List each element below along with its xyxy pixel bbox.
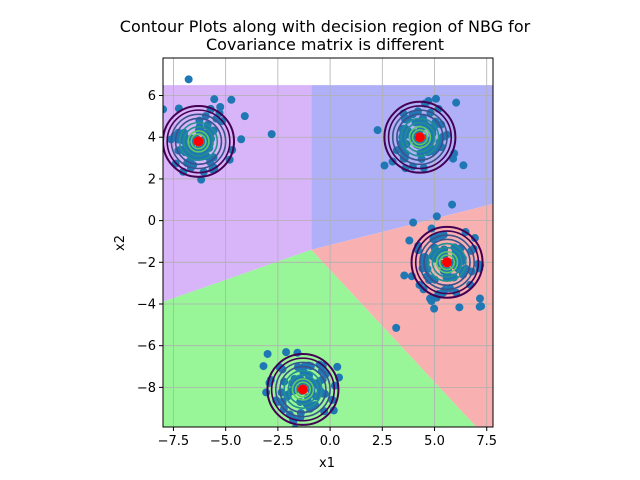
contour-line [287, 374, 319, 405]
x-tick-label: 0.0 [320, 434, 341, 449]
data-point [216, 102, 225, 111]
data-point [267, 130, 276, 139]
y-tick-label: 4 [148, 131, 156, 146]
data-point [431, 94, 440, 103]
data-point [445, 284, 454, 293]
plot-area: −7.5 −5.0 −2.5 0.0 2.5 5.0 7.5 −8 −6 −4 −2 0 2 4 6 [137, 57, 497, 449]
data-point [400, 271, 409, 280]
contour-line [423, 238, 471, 287]
data-point [432, 212, 441, 221]
contour-line [400, 117, 440, 157]
contour-line [270, 357, 336, 422]
class-mean-marker [414, 132, 425, 143]
data-point [470, 234, 479, 243]
contour-line [419, 234, 476, 291]
contour-line [427, 242, 467, 282]
contour-line [383, 100, 457, 174]
data-point [405, 236, 414, 245]
data-point [452, 98, 461, 107]
contour-line [408, 125, 432, 149]
class-mean-marker [193, 136, 204, 147]
data-point [459, 161, 468, 170]
x-tick-label: −7.5 [158, 434, 190, 449]
data-point [388, 157, 397, 166]
data-point [427, 297, 436, 306]
data-point [163, 105, 168, 114]
contour-line [411, 129, 429, 146]
y-tick-label: 0 [148, 214, 156, 229]
contour-line [391, 109, 448, 166]
contour-line [410, 225, 484, 299]
class-mean-marker [297, 384, 308, 395]
contour-line [435, 251, 459, 274]
plot-content [163, 58, 493, 427]
x-tick-label: 7.5 [476, 434, 497, 449]
contour-line [266, 353, 340, 426]
data-point [409, 218, 418, 227]
data-point [455, 303, 464, 312]
contour-line [396, 113, 444, 161]
contour-line [190, 133, 207, 150]
x-tick-label: 2.5 [372, 434, 393, 449]
data-point [380, 161, 389, 170]
data-point [448, 200, 457, 209]
contour-line [431, 246, 463, 278]
data-point [392, 323, 401, 332]
contour-line [294, 381, 312, 398]
y-tick-label: −6 [137, 339, 156, 354]
contour-line [404, 121, 436, 153]
data-point [282, 348, 291, 357]
y-axis-label: x2 [113, 235, 128, 251]
chart-title-line2: Covariance matrix is different [206, 35, 444, 54]
x-tick-label: −5.0 [210, 434, 242, 449]
x-tick-label: 5.0 [424, 434, 445, 449]
data-point [263, 349, 272, 358]
chart-title-line1: Contour Plots along with decision region… [120, 17, 531, 36]
contour-line [291, 378, 315, 401]
region-class-4 [163, 249, 477, 427]
contour-line [274, 361, 331, 418]
y-tick-label: 6 [148, 89, 156, 104]
y-tick-label: −8 [137, 381, 156, 396]
data-point [262, 388, 271, 397]
class-mean-marker [442, 257, 453, 268]
contour-line [283, 369, 323, 410]
y-tick-label: −4 [137, 298, 156, 313]
contour-line [183, 125, 214, 157]
contour-line [414, 230, 480, 295]
data-point [373, 126, 382, 135]
contour-line [170, 113, 227, 170]
data-point [210, 95, 219, 104]
contour-line [163, 104, 236, 178]
y-tick-label: 2 [148, 172, 156, 187]
axes-frame [162, 57, 494, 428]
data-point [291, 424, 299, 427]
x-axis-label: x1 [319, 456, 335, 471]
contour-line [174, 117, 223, 166]
data-point [259, 362, 268, 371]
y-tick-label: −2 [137, 256, 156, 271]
data-point [475, 294, 484, 303]
data-point [316, 387, 325, 396]
data-point [333, 362, 342, 371]
x-tick-label: −2.5 [262, 434, 294, 449]
contour-line [279, 365, 327, 414]
data-point [237, 135, 246, 144]
data-point [184, 75, 193, 84]
contour-line [438, 254, 456, 271]
contour-line [387, 105, 453, 170]
data-point [329, 406, 338, 415]
data-point [240, 112, 249, 121]
data-point [227, 95, 236, 104]
contour-line [166, 109, 231, 174]
data-point [430, 304, 439, 313]
contour-line [178, 121, 219, 161]
contour-line [187, 130, 210, 153]
data-point [477, 302, 486, 311]
